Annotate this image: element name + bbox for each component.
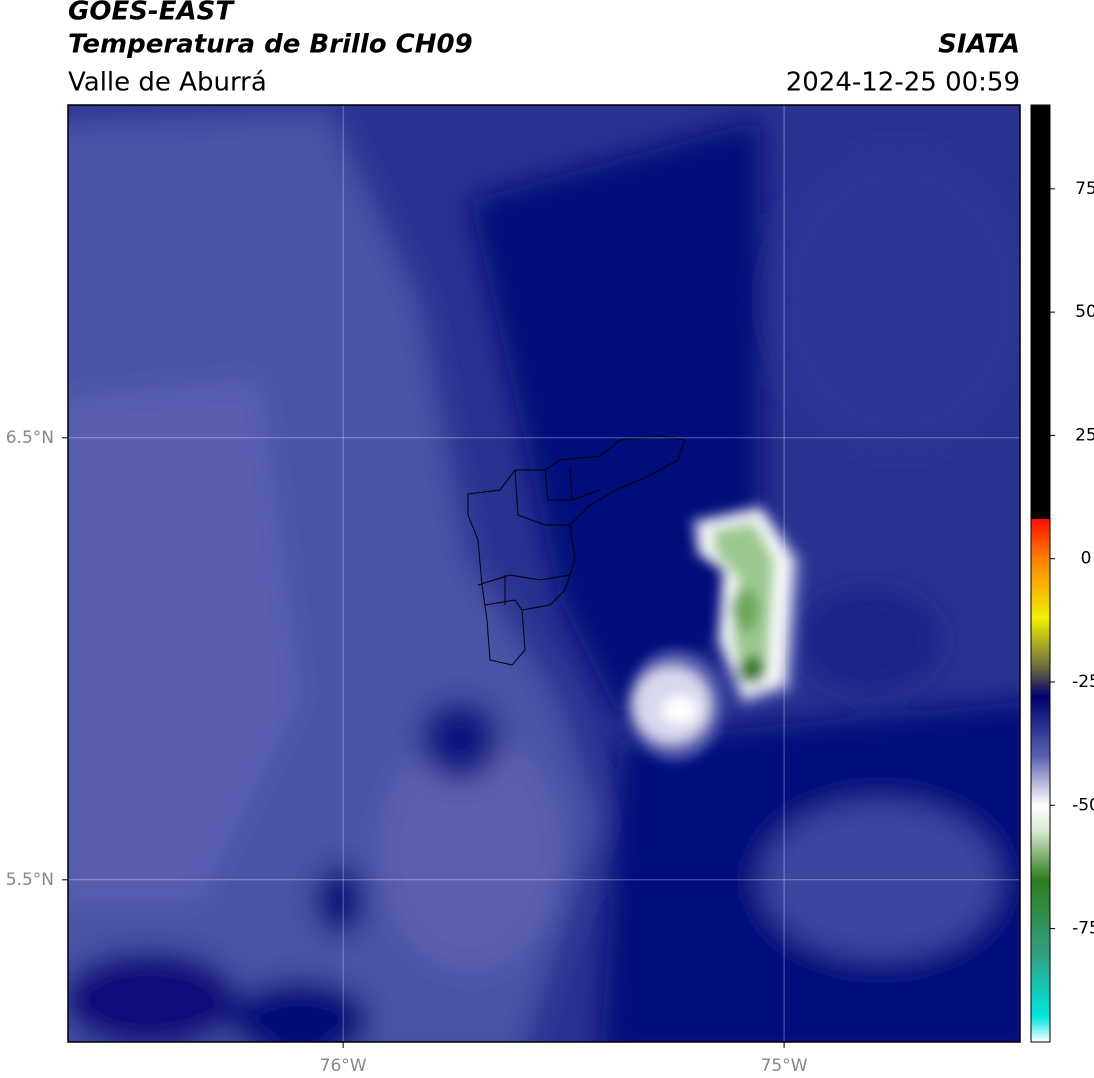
subtitle: Temperatura de Brillo CH09: [68, 30, 473, 60]
source: SIATA: [938, 30, 1020, 60]
colorbar: [1030, 104, 1051, 1043]
colorbar-tick-label: 50: [1075, 302, 1094, 322]
map-image: [68, 105, 1020, 1042]
y-tick-label: 5.5°N: [6, 870, 54, 890]
x-tick-label: 75°W: [761, 1056, 808, 1076]
colorbar-tick-label: -75: [1072, 919, 1094, 939]
colorbar-tick-label: 0: [1081, 549, 1092, 569]
region: Valle de Aburrá: [68, 68, 267, 98]
x-tick-label: 76°W: [320, 1056, 367, 1076]
title: GOES-EAST: [68, 0, 235, 27]
colorbar-tick-label: -50: [1072, 795, 1094, 815]
datetime: 2024-12-25 00:59: [786, 68, 1020, 98]
y-tick-label: 6.5°N: [6, 428, 54, 448]
colorbar-tick-label: 25: [1075, 425, 1094, 445]
map-frame: [67, 104, 1021, 1043]
colorbar-tick-label: -25: [1072, 672, 1094, 692]
colorbar-tick-label: 75: [1075, 179, 1094, 199]
